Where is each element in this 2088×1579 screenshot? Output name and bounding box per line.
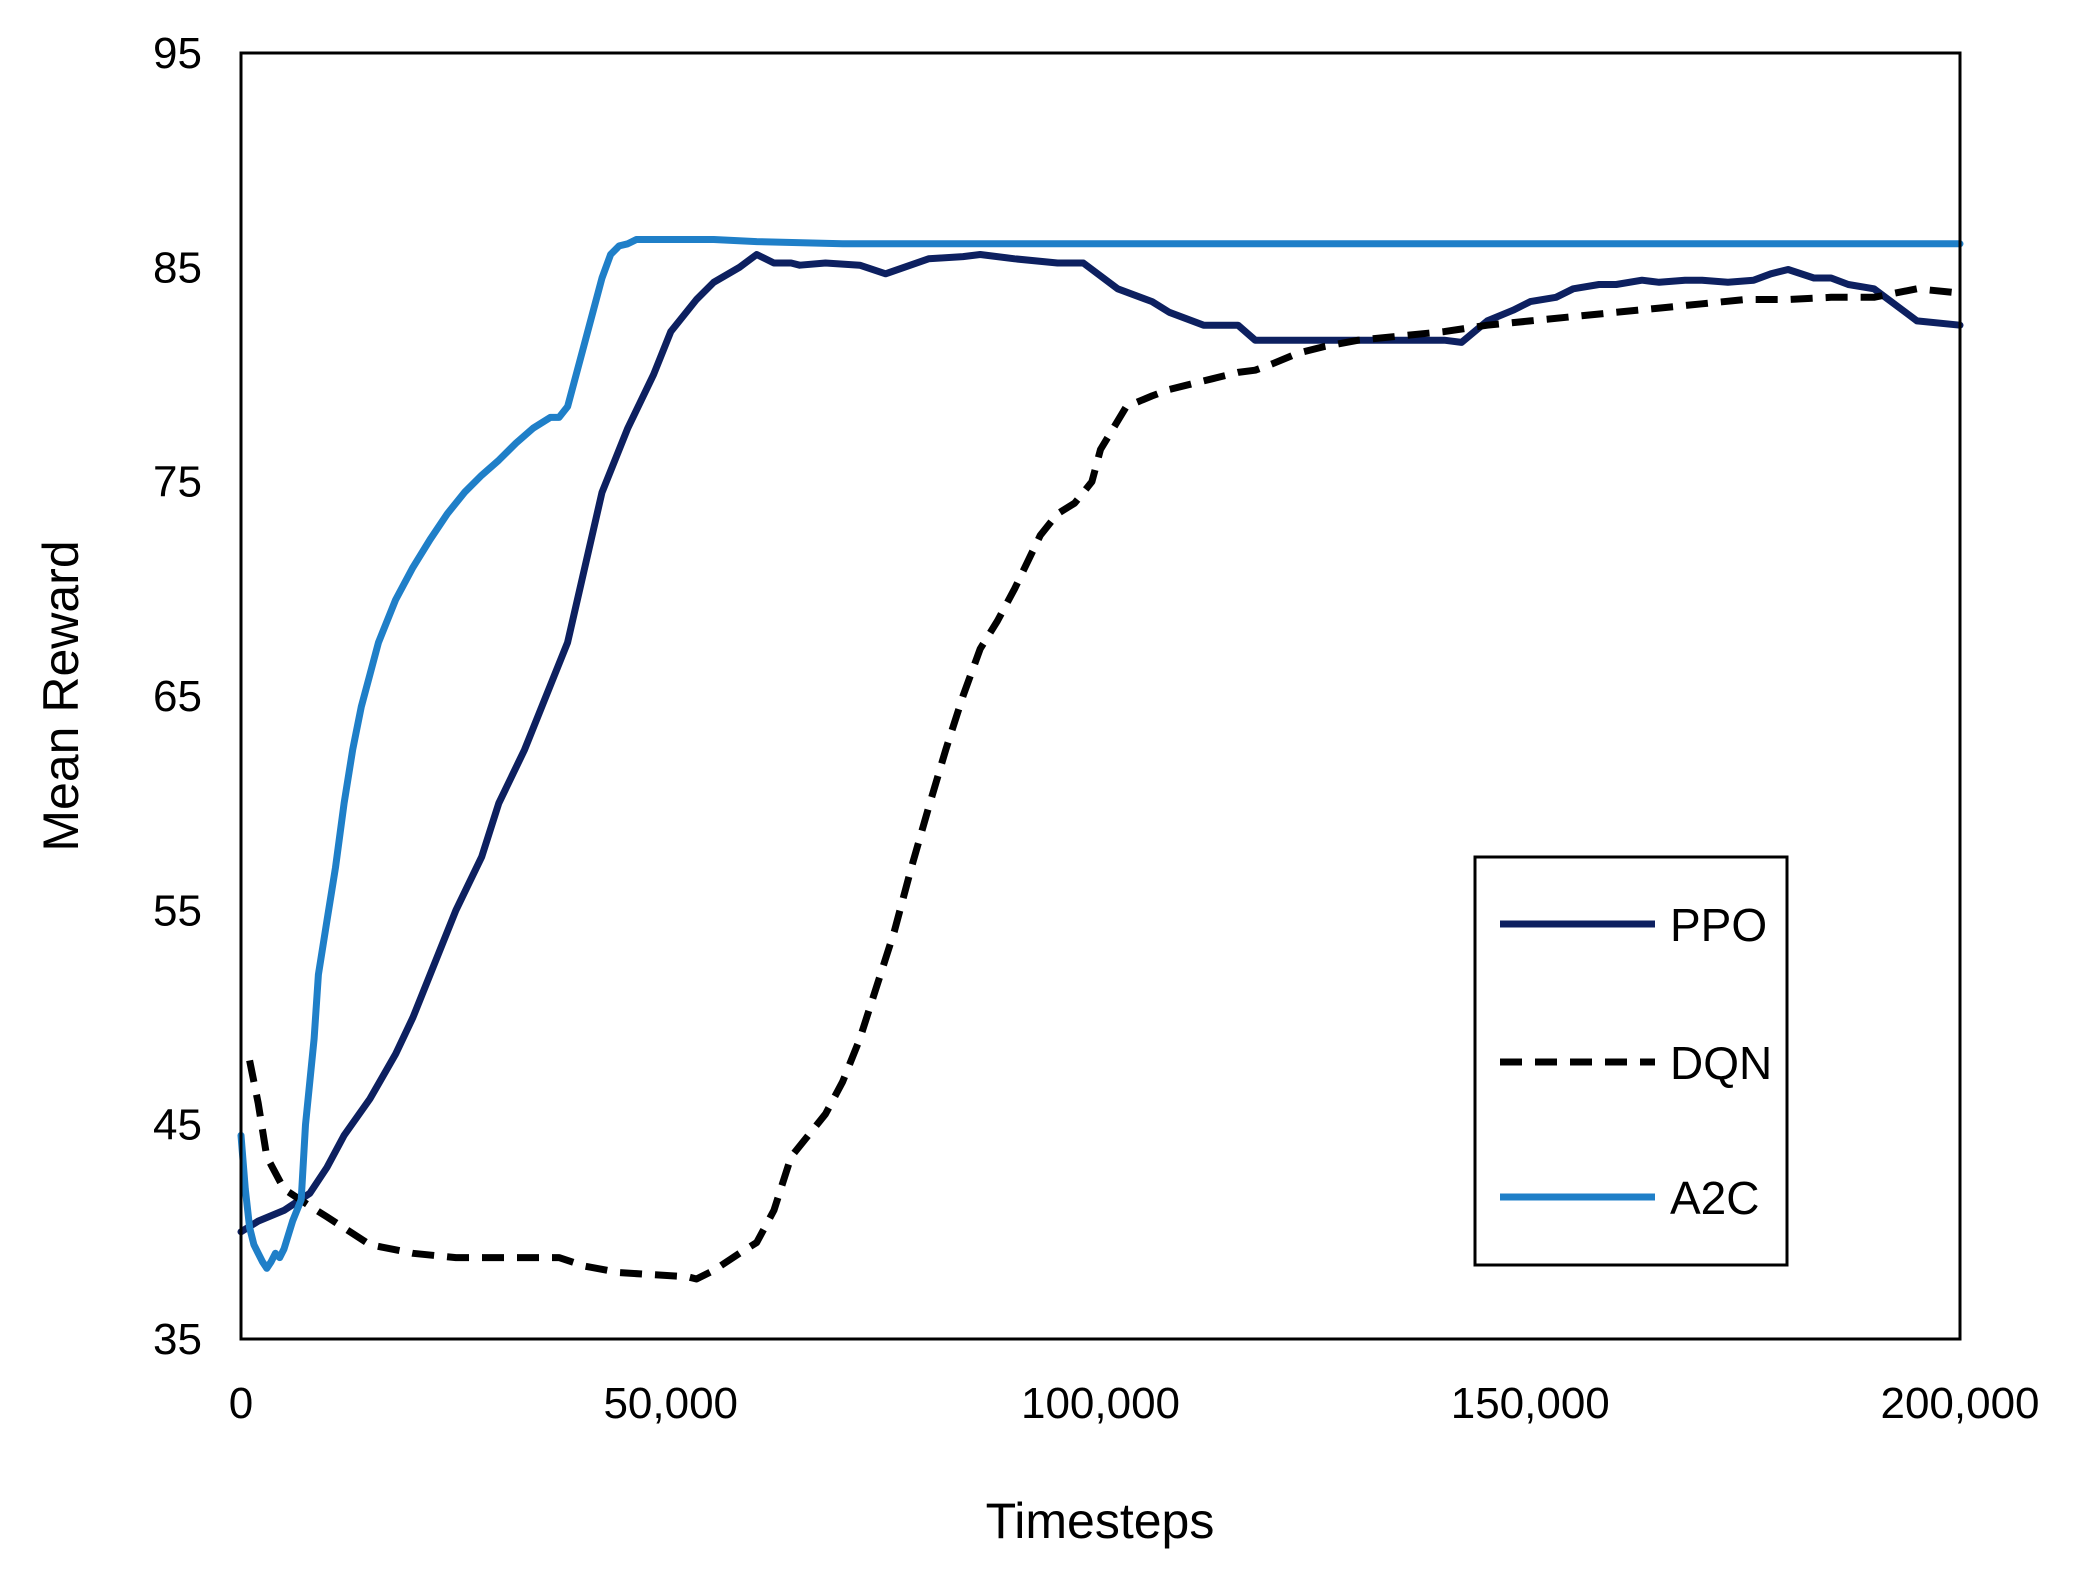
x-tick-label: 100,000 (1021, 1379, 1180, 1428)
x-tick-label: 150,000 (1451, 1379, 1610, 1428)
x-tick-label: 200,000 (1880, 1379, 2039, 1428)
series-line-ppo (237, 251, 1964, 1236)
legend-label-ppo: PPO (1670, 899, 1767, 951)
y-axis-ticks: 35 45 55 65 75 85 95 (153, 29, 202, 1364)
series-layer (237, 236, 1964, 1283)
x-tick-label: 0 (229, 1379, 253, 1428)
legend-label-dqn: DQN (1670, 1037, 1772, 1089)
plot-area-border (239, 51, 1962, 1341)
x-axis-ticks: 0 50,000 100,000 150,000 200,000 (229, 1379, 2040, 1428)
legend-label-a2c: A2C (1670, 1172, 1759, 1224)
y-tick-label: 95 (153, 29, 202, 78)
x-tick-label: 50,000 (603, 1379, 738, 1428)
series-line-dqn (246, 285, 1961, 1283)
y-tick-label: 35 (153, 1315, 202, 1364)
y-tick-label: 75 (153, 458, 202, 507)
y-tick-label: 85 (153, 243, 202, 292)
legend: PPO DQN A2C (1473, 855, 1789, 1267)
y-axis-title: Mean Reward (33, 540, 89, 851)
y-tick-label: 65 (153, 672, 202, 721)
x-axis-title: Timesteps (986, 1493, 1215, 1549)
y-tick-label: 55 (153, 886, 202, 935)
y-tick-label: 45 (153, 1101, 202, 1150)
series-line-a2c (237, 236, 1964, 1272)
